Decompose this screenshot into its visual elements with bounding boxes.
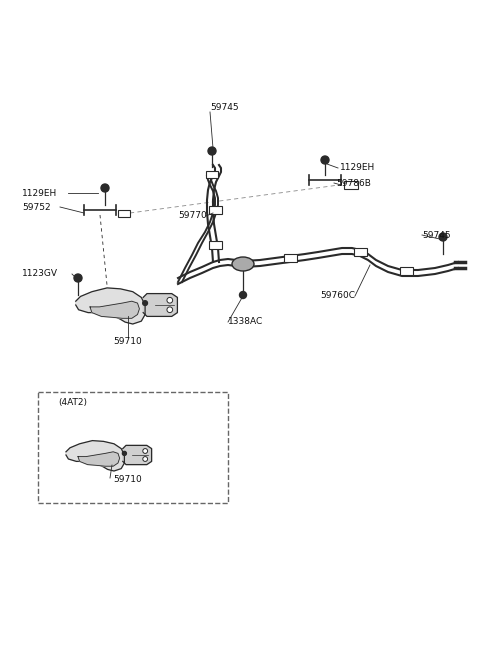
Polygon shape xyxy=(143,293,178,316)
Text: 1129EH: 1129EH xyxy=(22,189,57,198)
Circle shape xyxy=(143,301,147,305)
Circle shape xyxy=(208,147,216,155)
Circle shape xyxy=(74,274,82,282)
Polygon shape xyxy=(76,288,145,324)
Circle shape xyxy=(143,449,148,453)
Bar xyxy=(206,170,218,178)
Bar xyxy=(399,267,412,275)
Ellipse shape xyxy=(232,257,254,271)
Circle shape xyxy=(240,291,247,299)
Text: 59745: 59745 xyxy=(422,231,451,240)
Bar xyxy=(344,181,358,189)
Text: 1129EH: 1129EH xyxy=(340,164,375,172)
Text: 1338AC: 1338AC xyxy=(228,318,263,326)
Bar xyxy=(208,206,221,214)
Text: 59760C: 59760C xyxy=(320,291,355,301)
Text: 59786B: 59786B xyxy=(336,179,371,187)
Circle shape xyxy=(122,451,126,455)
Text: 59710: 59710 xyxy=(114,337,143,345)
Text: 59770: 59770 xyxy=(178,212,207,221)
Bar xyxy=(118,210,130,217)
Polygon shape xyxy=(78,452,120,466)
Circle shape xyxy=(321,156,329,164)
Bar xyxy=(38,392,228,503)
Circle shape xyxy=(167,307,173,312)
Polygon shape xyxy=(66,441,124,471)
Text: (4AT2): (4AT2) xyxy=(58,398,87,407)
Circle shape xyxy=(167,297,173,303)
Text: 59745: 59745 xyxy=(210,103,239,112)
Text: 59710: 59710 xyxy=(114,476,143,485)
Polygon shape xyxy=(123,445,152,464)
Bar xyxy=(353,248,367,256)
Text: 1123GV: 1123GV xyxy=(22,269,58,278)
Bar xyxy=(284,254,297,262)
Polygon shape xyxy=(90,301,139,318)
Circle shape xyxy=(101,184,109,192)
Circle shape xyxy=(143,457,148,461)
Circle shape xyxy=(439,233,447,241)
Bar xyxy=(208,241,221,249)
Text: 59752: 59752 xyxy=(22,202,50,212)
